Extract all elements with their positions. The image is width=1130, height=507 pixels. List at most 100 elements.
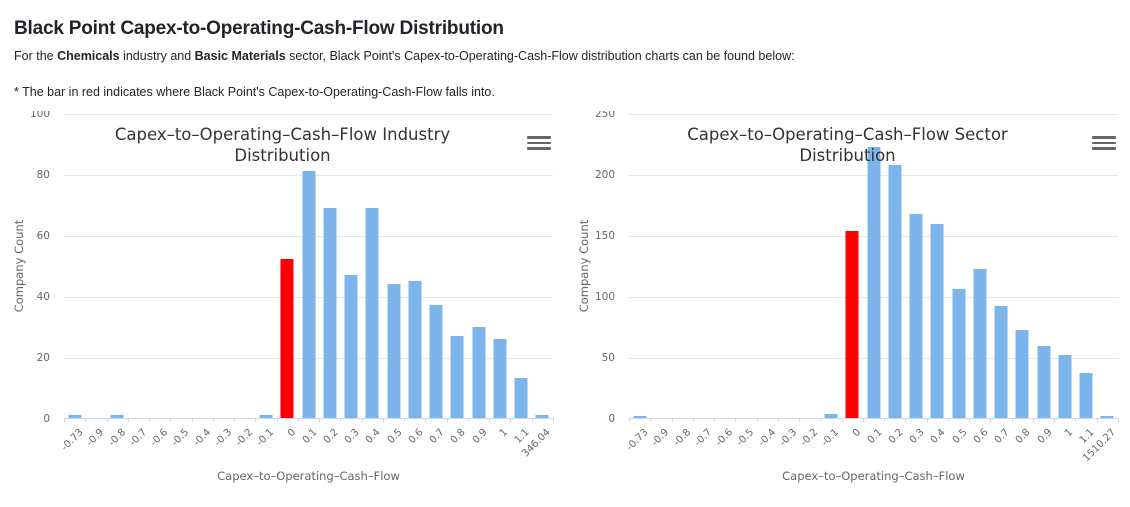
- bar[interactable]: [930, 224, 944, 418]
- bar[interactable]: [450, 335, 464, 418]
- x-tick-label: 0.5: [950, 427, 970, 447]
- x-tick-label: 0.4: [929, 427, 949, 447]
- x-tick-mark: [489, 418, 491, 422]
- x-tick-label: 0.8: [449, 427, 469, 447]
- x-tick-mark: [191, 418, 193, 422]
- x-tick-mark: [212, 418, 214, 422]
- bar[interactable]: [259, 414, 273, 418]
- x-tick-mark: [777, 418, 779, 422]
- x-tick-mark: [926, 418, 928, 422]
- x-tick-label: -0.6: [713, 427, 736, 449]
- x-tick-mark: [64, 418, 65, 422]
- y-tick-label: 80: [36, 169, 50, 181]
- bar[interactable]: [1058, 354, 1072, 418]
- highlight-bar[interactable]: [280, 259, 294, 418]
- x-tick-mark: [990, 418, 992, 422]
- bar[interactable]: [472, 326, 486, 418]
- x-tick-mark: [404, 418, 406, 422]
- x-tick-label: -0.1: [820, 427, 842, 449]
- bar[interactable]: [1037, 346, 1051, 418]
- x-tick-mark: [884, 418, 886, 422]
- bar[interactable]: [365, 207, 379, 418]
- x-tick-label: -0.2: [798, 427, 821, 449]
- x-tick-mark: [276, 418, 278, 422]
- x-tick-mark: [106, 418, 108, 422]
- y-tick-label: 0: [608, 413, 615, 425]
- x-tick-mark: [714, 418, 716, 422]
- x-tick-label: 0.9: [470, 427, 490, 447]
- x-tick-mark: [531, 418, 533, 422]
- bar[interactable]: [408, 280, 422, 418]
- bar[interactable]: [909, 214, 923, 418]
- bar[interactable]: [633, 416, 647, 418]
- bar[interactable]: [888, 165, 902, 418]
- y-tick-label: 60: [36, 230, 50, 242]
- intro-sector: Basic Materials: [194, 49, 286, 63]
- x-tick-mark: [1054, 418, 1056, 422]
- red-bar-note: * The bar in red indicates where Black P…: [14, 85, 495, 99]
- x-tick-label: -0.2: [233, 427, 256, 449]
- y-tick-label: 100: [594, 291, 615, 303]
- y-tick-label: 250: [594, 111, 615, 120]
- x-tick-label: 0.7: [427, 427, 447, 447]
- x-tick-mark: [841, 418, 843, 422]
- bar[interactable]: [994, 305, 1008, 418]
- x-tick-mark: [553, 418, 554, 422]
- bar[interactable]: [973, 269, 987, 418]
- intro-suffix: sector, Black Point's Capex-to-Operating…: [285, 49, 795, 63]
- bar[interactable]: [867, 147, 880, 418]
- plot-area: [629, 114, 1119, 422]
- x-tick-mark: [650, 418, 652, 422]
- x-tick-label: -0.4: [756, 427, 778, 449]
- x-tick-mark: [947, 418, 949, 422]
- bar[interactable]: [429, 305, 443, 418]
- bar[interactable]: [110, 414, 124, 418]
- x-tick-label: 0.2: [321, 427, 341, 447]
- x-tick-mark: [234, 418, 236, 422]
- bar[interactable]: [1015, 330, 1029, 418]
- x-tick-label: 0.3: [907, 427, 927, 447]
- hamburger-icon[interactable]: [527, 133, 551, 153]
- x-tick-mark: [85, 418, 87, 422]
- x-tick-mark: [1032, 418, 1034, 422]
- x-tick-mark: [905, 418, 907, 422]
- x-tick-label: 0.2: [886, 427, 906, 447]
- hamburger-icon[interactable]: [1092, 133, 1116, 153]
- x-tick-mark: [170, 418, 172, 422]
- plot-area: [64, 114, 554, 422]
- y-tick-label: 50: [601, 352, 615, 364]
- bar[interactable]: [824, 414, 838, 418]
- x-tick-label: 0.8: [1014, 427, 1034, 447]
- x-tick-mark: [361, 418, 363, 422]
- page-title: Black Point Capex-to-Operating-Cash-Flow…: [14, 18, 504, 39]
- bar[interactable]: [493, 338, 507, 418]
- x-tick-mark: [1011, 418, 1013, 422]
- x-tick-mark: [671, 418, 673, 422]
- bar[interactable]: [535, 414, 549, 418]
- x-tick-label: 0.4: [364, 427, 384, 447]
- x-axis-title: Capex–to–Operating–Cash–Flow: [217, 469, 400, 483]
- x-tick-label: 0: [850, 427, 864, 440]
- bar[interactable]: [1100, 416, 1114, 418]
- x-tick-mark: [510, 418, 512, 422]
- bar[interactable]: [344, 274, 358, 418]
- x-tick-label: -0.6: [148, 427, 171, 449]
- bar[interactable]: [323, 207, 337, 418]
- bar[interactable]: [514, 378, 528, 418]
- bar[interactable]: [302, 170, 315, 418]
- x-tick-label: -0.5: [170, 427, 192, 449]
- bar[interactable]: [387, 283, 401, 418]
- y-tick-label: 150: [594, 230, 615, 242]
- bar[interactable]: [68, 414, 82, 418]
- bar[interactable]: [952, 288, 966, 418]
- x-tick-mark: [692, 418, 694, 422]
- page-header: Black Point Capex-to-Operating-Cash-Flow…: [0, 0, 1130, 99]
- x-tick-label: -0.7: [692, 427, 715, 449]
- highlight-bar[interactable]: [845, 231, 859, 418]
- bar[interactable]: [1079, 372, 1093, 418]
- y-axis-labels: 0 20 40 60 80 100: [0, 111, 56, 425]
- x-tick-label: 0.1: [300, 427, 320, 447]
- x-tick-label: -0.7: [127, 427, 150, 449]
- x-tick-mark: [969, 418, 971, 422]
- intro-industry: Chemicals: [57, 49, 120, 63]
